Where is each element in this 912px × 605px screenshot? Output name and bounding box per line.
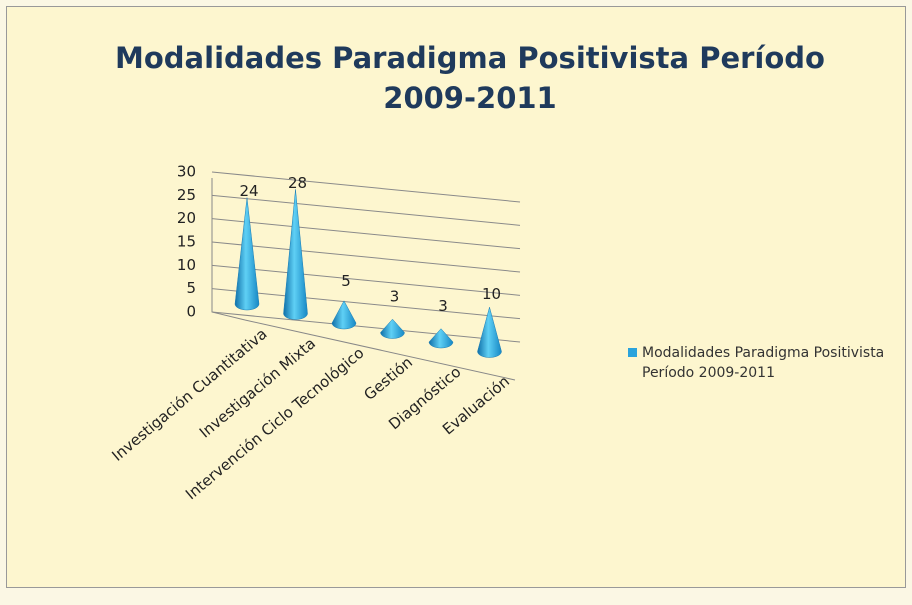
data-label: 10 (482, 285, 501, 303)
cone (283, 189, 308, 320)
grid-line (211, 288, 521, 320)
y-tick-label: 10 (177, 256, 196, 274)
y-tick-label: 20 (177, 209, 196, 227)
y-tick-label: 0 (186, 303, 196, 321)
y-tick-label: 30 (177, 163, 196, 181)
legend-label: Modalidades Paradigma Positivista Períod… (642, 345, 885, 381)
legend-key (628, 348, 637, 357)
cone (234, 197, 260, 311)
data-label: 3 (438, 297, 448, 315)
cone (428, 328, 454, 349)
data-label: 3 (390, 288, 400, 306)
grid-line (211, 241, 521, 273)
x-tick-label: Gestión (360, 353, 416, 404)
floor-edge (244, 319, 516, 381)
y-tick-label: 5 (186, 279, 196, 297)
cone (477, 306, 502, 358)
chart-title: Modalidades Paradigma Positivista Períod… (115, 41, 825, 115)
cone (331, 300, 357, 330)
grid-line (211, 194, 521, 226)
data-label: 28 (288, 174, 307, 192)
grid-line (211, 264, 521, 296)
chart-frame (6, 6, 906, 588)
data-label: 5 (341, 272, 351, 290)
grid-line (211, 218, 521, 250)
data-label: 24 (239, 182, 258, 200)
cone (380, 318, 405, 339)
y-tick-label: 15 (177, 233, 196, 251)
grid-line (211, 171, 521, 203)
grid-line (211, 311, 521, 343)
y-tick-label: 25 (177, 186, 196, 204)
